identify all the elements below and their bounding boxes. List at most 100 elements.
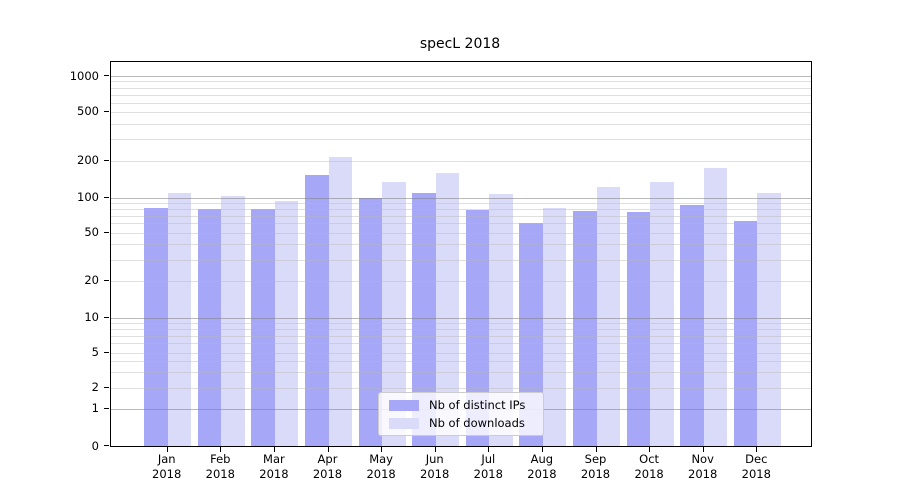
x-tick-label-feb: Feb 2018: [205, 452, 235, 481]
bar-downloads-jul: [489, 193, 513, 446]
y-tick-label-200: 200: [77, 153, 99, 168]
gridline-major-1000: [111, 76, 811, 78]
gridline-minor-80: [111, 208, 811, 210]
x-tick-oct: [649, 447, 651, 452]
bar-downloads-aug: [542, 208, 567, 446]
gridline-minor-5: [111, 352, 811, 354]
gridline-minor-6: [111, 343, 811, 345]
bar-ips-feb: [197, 208, 222, 446]
bar-ips-jul: [465, 210, 490, 446]
y-tick-2: [104, 386, 109, 388]
gridline-minor-500: [111, 111, 811, 113]
bar-ips-oct: [626, 212, 651, 446]
y-tick-label-50: 50: [84, 225, 99, 240]
gridline-major-100: [111, 197, 811, 199]
x-tick-dec: [756, 447, 758, 452]
y-tick-label-500: 500: [77, 104, 99, 119]
y-tick-20: [104, 279, 109, 281]
chart-title: specL 2018: [419, 36, 501, 52]
y-tick-label-5: 5: [91, 345, 99, 360]
y-tick-10: [104, 316, 109, 318]
bar-ips-jan: [144, 207, 168, 446]
bar-downloads-oct: [650, 182, 674, 446]
x-tick-apr: [327, 447, 329, 452]
x-tick-mar: [273, 447, 275, 452]
legend-label-distinct-ips: Nb of distinct IPs: [429, 398, 526, 412]
bar-downloads-nov: [703, 168, 728, 446]
x-tick-label-sep: Sep 2018: [580, 452, 611, 481]
y-tick-0: [104, 445, 109, 446]
y-tick-5: [104, 351, 109, 353]
y-tick-label-1: 1: [91, 401, 99, 416]
x-tick-label-mar: Mar 2018: [259, 452, 289, 481]
legend-item-downloads: Nb of downloads: [379, 416, 543, 430]
legend: Nb of distinct IPs Nb of downloads: [378, 392, 544, 436]
gridline-minor-50: [111, 232, 811, 234]
bar-downloads-jan: [167, 192, 192, 446]
y-tick-label-10: 10: [84, 310, 99, 325]
gridline-major-10: [111, 317, 811, 319]
x-tick-sep: [595, 447, 597, 452]
y-tick-50: [104, 231, 109, 233]
x-tick-jun: [434, 447, 436, 452]
bar-downloads-mar: [274, 200, 299, 446]
gridline-minor-800: [111, 87, 811, 89]
gridline-minor-30: [111, 259, 811, 261]
gridline-minor-40: [111, 244, 811, 246]
y-tick-500: [104, 110, 109, 112]
x-tick-nov: [702, 447, 704, 452]
x-tick-label-apr: Apr 2018: [312, 452, 343, 481]
legend-label-downloads: Nb of downloads: [429, 416, 525, 430]
gridline-minor-300: [111, 139, 811, 141]
y-tick-label-20: 20: [84, 273, 99, 288]
bar-downloads-sep: [596, 187, 620, 446]
gridline-minor-7: [111, 335, 811, 337]
gridline-minor-700: [111, 94, 811, 96]
gridline-minor-20: [111, 280, 811, 282]
bar-ips-jun: [412, 193, 436, 446]
gridline-minor-9: [111, 323, 811, 325]
legend-item-distinct-ips: Nb of distinct IPs: [379, 398, 543, 412]
x-tick-label-aug: Aug 2018: [527, 452, 557, 481]
y-tick-label-100: 100: [77, 190, 99, 204]
plot-area: Nb of distinct IPs Nb of downloads: [110, 61, 812, 447]
x-tick-label-may: May 2018: [366, 452, 396, 481]
bar-ips-may: [358, 197, 383, 446]
bar-downloads-may: [382, 182, 406, 446]
bar-downloads-feb: [221, 196, 245, 446]
gridline-minor-8: [111, 328, 811, 330]
gridline-minor-2: [111, 387, 811, 389]
gridline-minor-3: [111, 372, 811, 374]
y-tick-1: [104, 407, 109, 409]
gridline-minor-70: [111, 215, 811, 217]
legend-swatch-ips: [389, 399, 419, 411]
x-tick-label-nov: Nov 2018: [688, 452, 718, 481]
x-tick-label-jul: Jul 2018: [473, 452, 503, 481]
x-tick-jan: [166, 447, 168, 452]
bar-downloads-apr: [328, 157, 352, 446]
x-tick-aug: [541, 447, 543, 452]
x-tick-label-oct: Oct 2018: [634, 452, 664, 481]
gridline-minor-200: [111, 160, 811, 162]
gridline-minor-60: [111, 223, 811, 225]
gridline-minor-4: [111, 361, 811, 363]
gridline-minor-900: [111, 81, 811, 83]
x-tick-label-jan: Jan 2018: [152, 452, 182, 481]
bar-ips-mar: [251, 209, 275, 446]
y-tick-200: [104, 159, 109, 161]
y-tick-label-2: 2: [91, 380, 99, 395]
bar-downloads-dec: [757, 192, 781, 446]
gridline-minor-600: [111, 102, 811, 104]
y-tick-label-0: 0: [91, 438, 99, 453]
bar-downloads-jun: [435, 172, 460, 446]
bar-ips-apr: [305, 175, 329, 446]
bar-ips-dec: [733, 220, 758, 446]
y-tick-label-1000: 1000: [69, 68, 99, 83]
x-tick-feb: [220, 447, 222, 452]
x-tick-label-dec: Dec 2018: [741, 452, 771, 481]
y-tick-100: [104, 196, 109, 198]
y-tick-1000: [104, 75, 109, 77]
bar-ips-sep: [573, 211, 597, 446]
legend-swatch-downloads: [389, 417, 419, 429]
